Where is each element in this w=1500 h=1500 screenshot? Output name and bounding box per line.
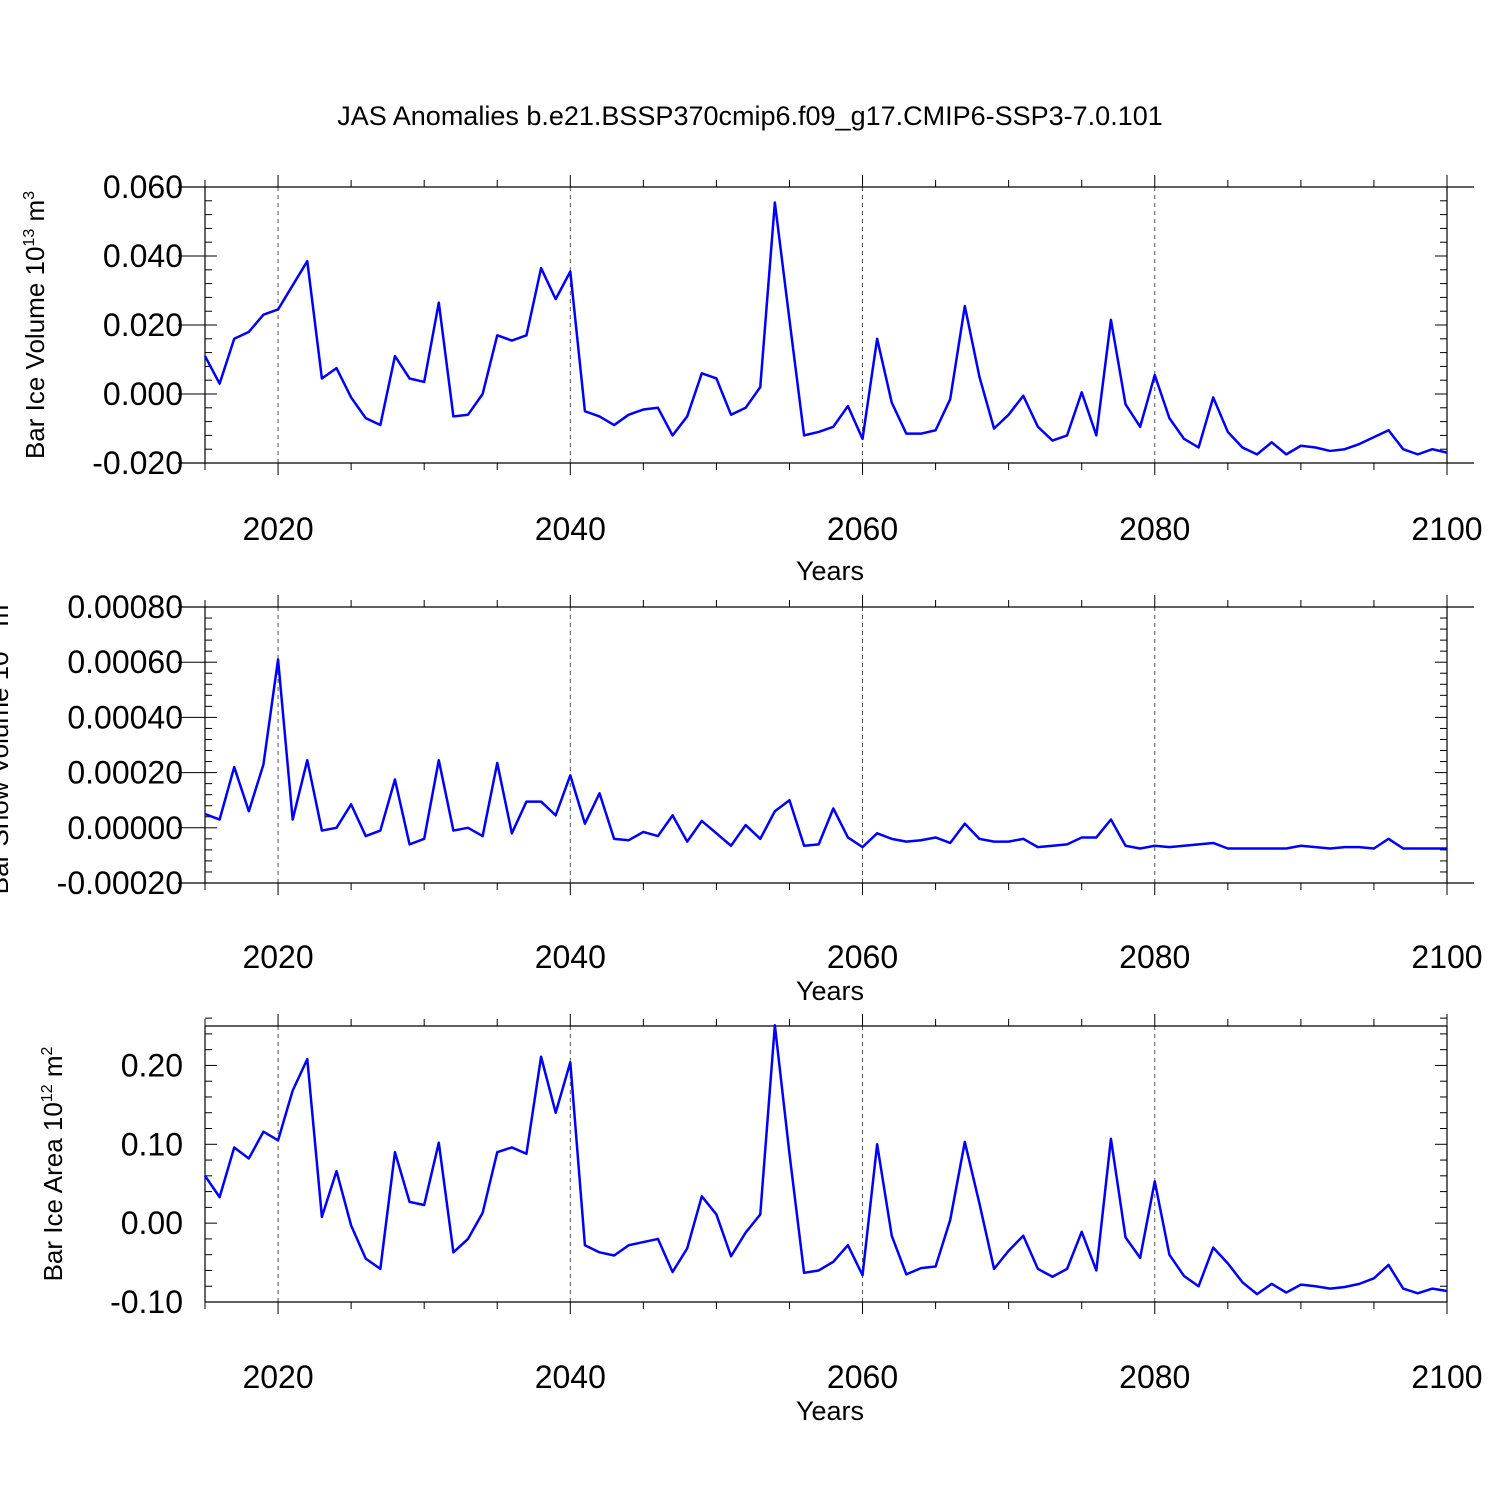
y-axis-title: Bar Snow Volume 1013 m3 (0, 596, 14, 895)
panel-ice-volume: -0.020 0.000 0.020 0.040 0.060 2020 2040 2060 20… (20, 169, 1483, 586)
y-tick-label: 0.040 (103, 238, 183, 274)
series-line (203, 1023, 1448, 1296)
y-tick-label: -0.020 (92, 445, 183, 481)
x-axis-title: Years (796, 976, 864, 1006)
y-tick-label: 0.00000 (67, 810, 183, 846)
y-axis-title: Bar Ice Volume 1013 m3 (20, 191, 50, 459)
x-axis-title: Years (796, 556, 864, 586)
x-tick-label: 2080 (1119, 1359, 1190, 1395)
y-tick-label: -0.00020 (57, 865, 183, 901)
panel-snow-volume: -0.00020 0.00000 0.00020 0.00040 0.00060 0.00… (0, 589, 1483, 1006)
series-line (204, 658, 1447, 850)
y-tick-label: -0.10 (110, 1284, 183, 1320)
y-tick-label: 0.00060 (67, 644, 183, 680)
y-tick-label: 0.00020 (67, 755, 183, 791)
x-axis-title: Years (796, 1396, 864, 1426)
y-tick-label: 0.000 (103, 376, 183, 412)
y-tick-label: 0.060 (103, 169, 183, 205)
figure-title: JAS Anomalies b.e21.BSSP370cmip6.f09_g17… (337, 101, 1163, 131)
y-tick-label: 0.00080 (67, 589, 183, 625)
x-tick-label: 2020 (242, 939, 313, 975)
x-tick-label: 2080 (1119, 939, 1190, 975)
x-tick-label: 2080 (1119, 511, 1190, 547)
x-tick-label: 2060 (827, 939, 898, 975)
x-tick-label: 2100 (1411, 939, 1482, 975)
y-tick-label: 0.10 (121, 1126, 183, 1162)
series-line (203, 201, 1448, 456)
x-tick-label: 2040 (535, 939, 606, 975)
y-axis-title: Bar Ice Area 1012 m2 (38, 1046, 68, 1281)
y-tick-label: 0.00040 (67, 699, 183, 735)
x-tick-label: 2040 (535, 511, 606, 547)
x-tick-label: 2020 (242, 1359, 313, 1395)
panel-ice-area: -0.10 0.00 0.10 0.20 2020 2040 2060 2080 2100 Yea… (38, 1014, 1483, 1426)
x-tick-label: 2100 (1411, 511, 1482, 547)
y-tick-label: 0.00 (121, 1205, 183, 1241)
x-tick-label: 2060 (827, 1359, 898, 1395)
y-tick-label: 0.20 (121, 1047, 183, 1083)
x-tick-label: 2060 (827, 511, 898, 547)
x-tick-label: 2020 (242, 511, 313, 547)
x-tick-label: 2100 (1411, 1359, 1482, 1395)
y-tick-label: 0.020 (103, 307, 183, 343)
x-tick-label: 2040 (535, 1359, 606, 1395)
